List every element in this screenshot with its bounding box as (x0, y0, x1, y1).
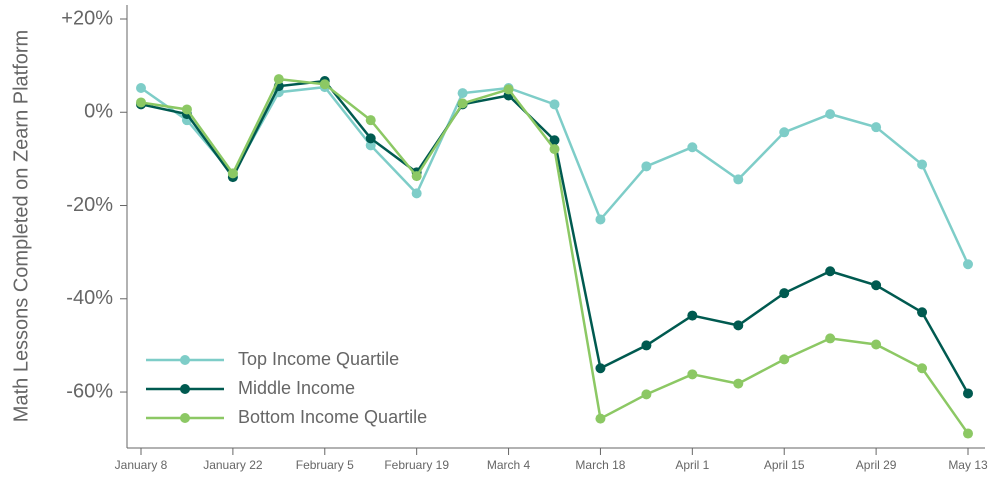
point (457, 88, 468, 99)
point (963, 388, 973, 399)
point (411, 171, 422, 182)
point (779, 127, 790, 138)
point (825, 109, 836, 120)
series-line (140, 79, 970, 395)
x-tick-label: April 29 (856, 458, 897, 472)
point (273, 74, 284, 85)
legend-marker (180, 355, 190, 365)
point (733, 378, 744, 389)
point (687, 142, 698, 153)
x-tick-label: February 5 (296, 458, 354, 472)
point (733, 320, 744, 331)
point (227, 168, 238, 179)
point (641, 340, 652, 351)
point (963, 259, 973, 270)
point (871, 280, 882, 291)
point (687, 310, 698, 321)
point (825, 333, 836, 344)
point (319, 79, 330, 90)
point (549, 144, 560, 155)
point (917, 363, 928, 374)
point (549, 99, 560, 110)
x-tick-label: January 22 (203, 458, 263, 472)
y-tick-label: +20% (61, 7, 113, 29)
x-tick-label: March 18 (575, 458, 625, 472)
y-tick-label: 0% (84, 101, 113, 123)
point (595, 413, 606, 424)
point (641, 389, 652, 400)
point (963, 428, 973, 439)
point (733, 174, 744, 185)
point (136, 97, 146, 108)
x-tick-label: February 19 (384, 458, 449, 472)
x-tick-label: January 8 (115, 458, 168, 472)
point (779, 288, 790, 299)
legend-marker (180, 384, 190, 394)
y-axis-label: Math Lessons Completed on Zearn Platform (10, 30, 32, 422)
point (365, 133, 376, 144)
y-tick-label: -20% (66, 194, 113, 216)
point (595, 214, 606, 225)
point (917, 159, 928, 170)
point (365, 115, 376, 126)
point (871, 339, 882, 350)
y-tick-label: -40% (66, 287, 113, 309)
point (549, 135, 560, 146)
legend-label: Top Income Quartile (238, 349, 399, 369)
point (871, 122, 882, 133)
legend-label: Middle Income (238, 378, 355, 398)
x-tick-label: May 13 (948, 458, 988, 472)
point (181, 104, 192, 115)
point (457, 98, 468, 109)
x-tick-label: March 4 (487, 458, 531, 472)
y-tick-label: -60% (66, 380, 113, 402)
x-tick-label: April 1 (675, 458, 709, 472)
point (687, 369, 698, 380)
point (411, 188, 422, 199)
point (779, 354, 790, 365)
point (136, 83, 146, 94)
legend-label: Bottom Income Quartile (238, 407, 427, 427)
point (917, 307, 928, 318)
point (365, 140, 376, 151)
x-tick-label: April 15 (764, 458, 805, 472)
point (825, 266, 836, 277)
legend-marker (180, 413, 190, 423)
point (595, 363, 606, 374)
point (503, 84, 514, 95)
point (641, 161, 652, 172)
